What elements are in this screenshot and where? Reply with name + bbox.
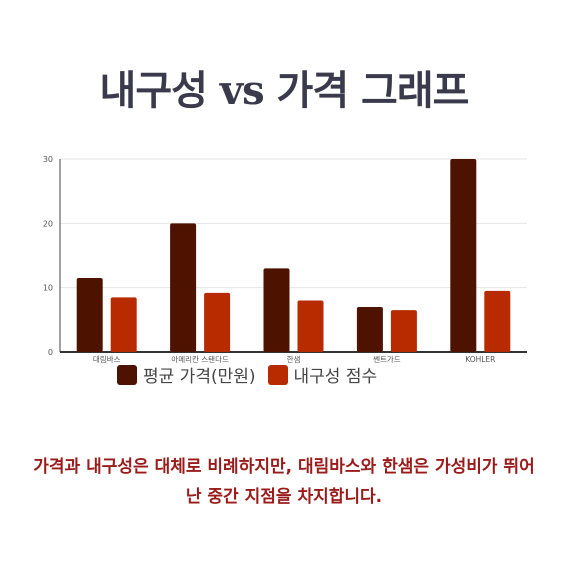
legend-item-price: 평균 가격(만원): [117, 362, 256, 387]
bar-price: [450, 159, 477, 352]
bar-durability: [484, 290, 511, 352]
bar-durability: [390, 310, 417, 352]
y-tick-label: 10: [43, 284, 53, 293]
bar-price: [76, 278, 103, 352]
legend-item-durability: 내구성 점수: [267, 362, 378, 387]
legend-swatch-price: [117, 364, 137, 385]
x-tick-label: 한샘: [287, 355, 301, 364]
bar-price: [263, 268, 290, 352]
chart-legend: 평균 가격(만원) 내구성 점수: [117, 362, 389, 387]
bar-durability: [204, 292, 231, 352]
x-tick-label: 쎈트가드: [373, 354, 401, 364]
bar-price: [170, 223, 197, 352]
bar-durability: [297, 300, 324, 352]
x-tick-label: KOHLER: [465, 355, 495, 364]
caption-text: 가격과 내구성은 대체로 비례하지만, 대림바스와 한샘은 가성비가 뛰어난 중…: [33, 457, 535, 507]
legend-label-price: 평균 가격(만원): [143, 367, 256, 387]
y-tick-label: 0: [48, 348, 53, 357]
x-tick-label: 대림바스: [93, 354, 121, 364]
bar-chart: 0 10 20 30 대림바스 아메리칸 스탠다드 한샘 쎈트가드 KOHLER: [43, 155, 527, 364]
page-title: 내구성 vs 가격 그래프: [99, 67, 470, 114]
bar-durability: [110, 297, 137, 352]
x-tick-label: 아메리칸 스탠다드: [171, 354, 229, 364]
legend-swatch-durability: [267, 364, 288, 385]
y-tick-label: 20: [43, 219, 53, 228]
legend-label-durability: 내구성 점수: [293, 367, 378, 387]
bar-price: [356, 306, 383, 352]
y-tick-label: 30: [43, 155, 53, 164]
